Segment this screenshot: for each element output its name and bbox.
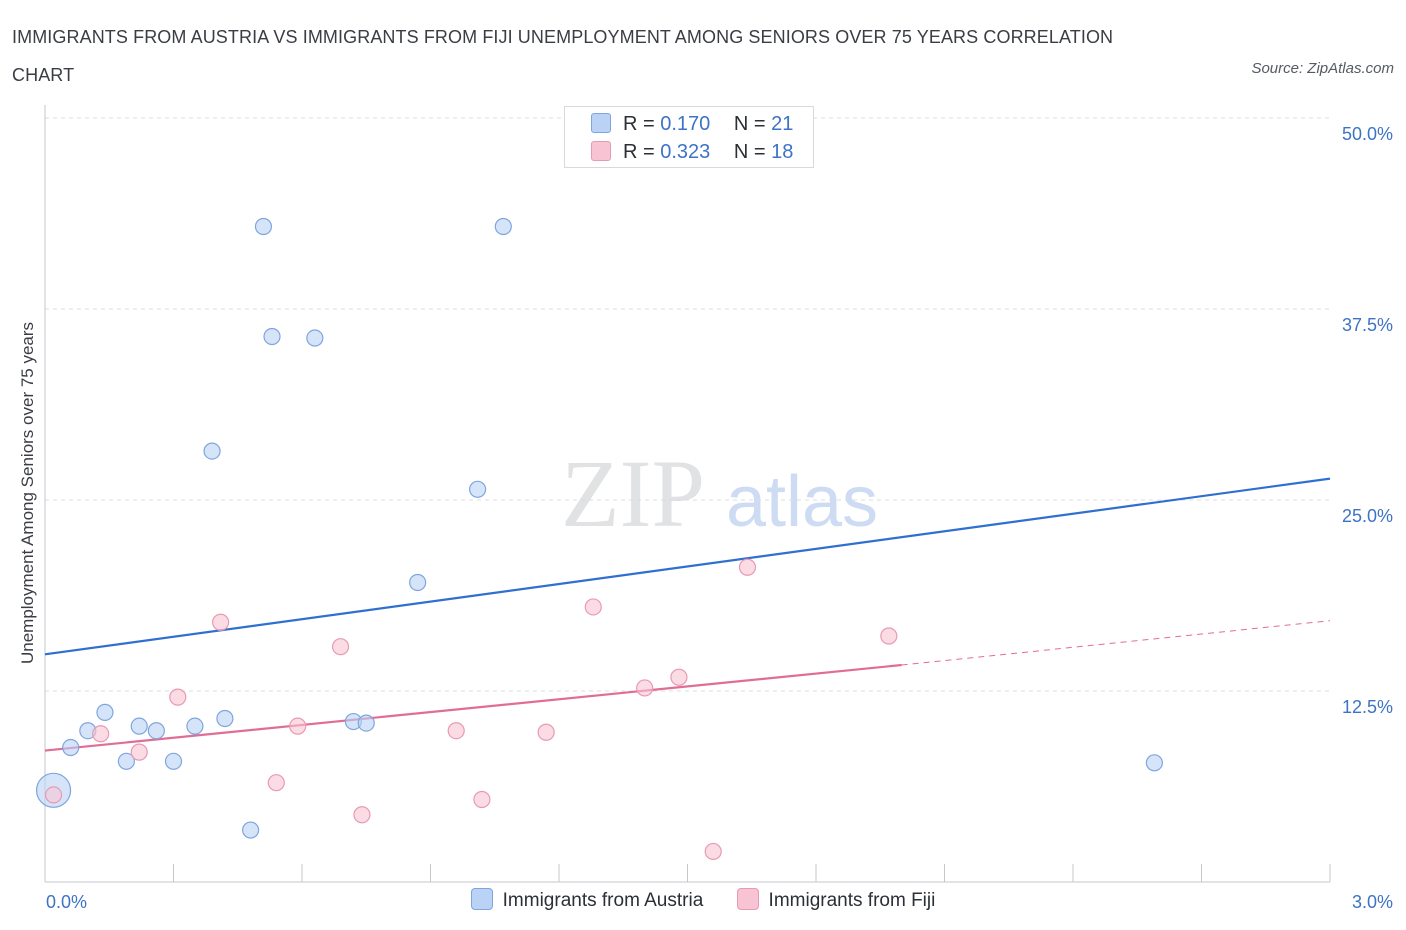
point-fiji (738, 558, 757, 576)
austria-swatch (591, 113, 611, 133)
n-value: 21 (771, 113, 794, 135)
legend-row-austria: R = 0.170 N = 21 (591, 113, 793, 137)
point-austria (1145, 754, 1163, 772)
austria-swatch (470, 888, 493, 910)
point-fiji (447, 722, 465, 740)
point-fiji (130, 743, 148, 761)
point-austria (130, 717, 148, 735)
series-legend: Immigrants from Austria Immigrants from … (0, 888, 1406, 912)
legend-item-austria[interactable]: Immigrants from Austria (470, 888, 704, 912)
fiji-swatch (736, 888, 759, 910)
point-fiji (353, 806, 371, 824)
r-label: R = (623, 113, 655, 135)
point-fiji (636, 679, 654, 697)
correlation-legend: R = 0.170 N = 21 R = 0.323 N = 18 (564, 106, 814, 168)
point-austria (469, 480, 487, 498)
point-fiji (267, 774, 285, 792)
point-fiji (473, 790, 491, 809)
point-austria (357, 714, 375, 732)
point-fiji (704, 842, 722, 861)
trend-lines (44, 477, 1331, 752)
point-austria (242, 821, 260, 839)
point-austria (494, 217, 512, 236)
point-fiji (670, 668, 688, 686)
point-austria (96, 703, 114, 721)
watermark-atlas: atlas (726, 462, 878, 542)
n-label: N = (733, 113, 766, 135)
trend-line-fiji-extension (901, 620, 1331, 666)
chart-title: IMMIGRANTS FROM AUSTRIA VS IMMIGRANTS FR… (12, 27, 1114, 85)
fiji-swatch (591, 141, 611, 161)
legend-item-fiji[interactable]: Immigrants from Fiji (736, 888, 936, 912)
point-austria (306, 329, 324, 347)
point-fiji (169, 688, 187, 706)
y-tick-label: 25.0% (1342, 506, 1393, 526)
trend-line-fiji (44, 663, 902, 752)
legend-label-fiji: Immigrants from Fiji (768, 890, 936, 911)
y-axis-label: Unemployment Among Seniors over 75 years (18, 321, 37, 665)
point-austria (147, 722, 165, 740)
point-austria (186, 717, 204, 735)
axes (44, 105, 1331, 883)
point-austria (263, 327, 281, 346)
trend-line-austria (44, 477, 1331, 656)
point-fiji (289, 717, 307, 735)
r-value: 0.170 (660, 113, 711, 135)
tick-labels: 12.5% 25.0% 37.5% 50.0% 0.0% 3.0% (46, 124, 1393, 912)
point-fiji (44, 786, 63, 804)
n-label: N = (733, 141, 766, 163)
point-austria (216, 709, 234, 728)
source-label: Source: ZipAtlas.com (1251, 60, 1394, 77)
x-tick-label: 0.0% (46, 892, 87, 912)
n-value: 18 (771, 141, 794, 163)
point-fiji (537, 723, 555, 741)
point-austria (203, 442, 221, 460)
y-tick-label: 50.0% (1342, 124, 1393, 144)
y-tick-label: 37.5% (1342, 315, 1393, 335)
point-fiji (212, 613, 230, 631)
point-fiji (584, 598, 602, 616)
x-tick-label: 3.0% (1352, 892, 1393, 912)
point-austria (62, 738, 80, 757)
point-austria (117, 752, 135, 770)
point-fiji (92, 725, 110, 743)
legend-row-fiji: R = 0.323 N = 18 (591, 141, 793, 165)
point-fiji (880, 627, 898, 645)
r-label: R = (623, 141, 655, 163)
point-fiji (331, 638, 350, 656)
point-austria (409, 573, 427, 592)
grid-lines (45, 117, 1330, 692)
watermark-zip: ZIP (561, 440, 705, 547)
legend-label-austria: Immigrants from Austria (502, 890, 704, 911)
point-austria (164, 752, 183, 770)
data-points (35, 217, 1163, 861)
point-austria (254, 217, 273, 236)
y-tick-label: 12.5% (1342, 697, 1393, 717)
r-value: 0.323 (660, 141, 711, 163)
